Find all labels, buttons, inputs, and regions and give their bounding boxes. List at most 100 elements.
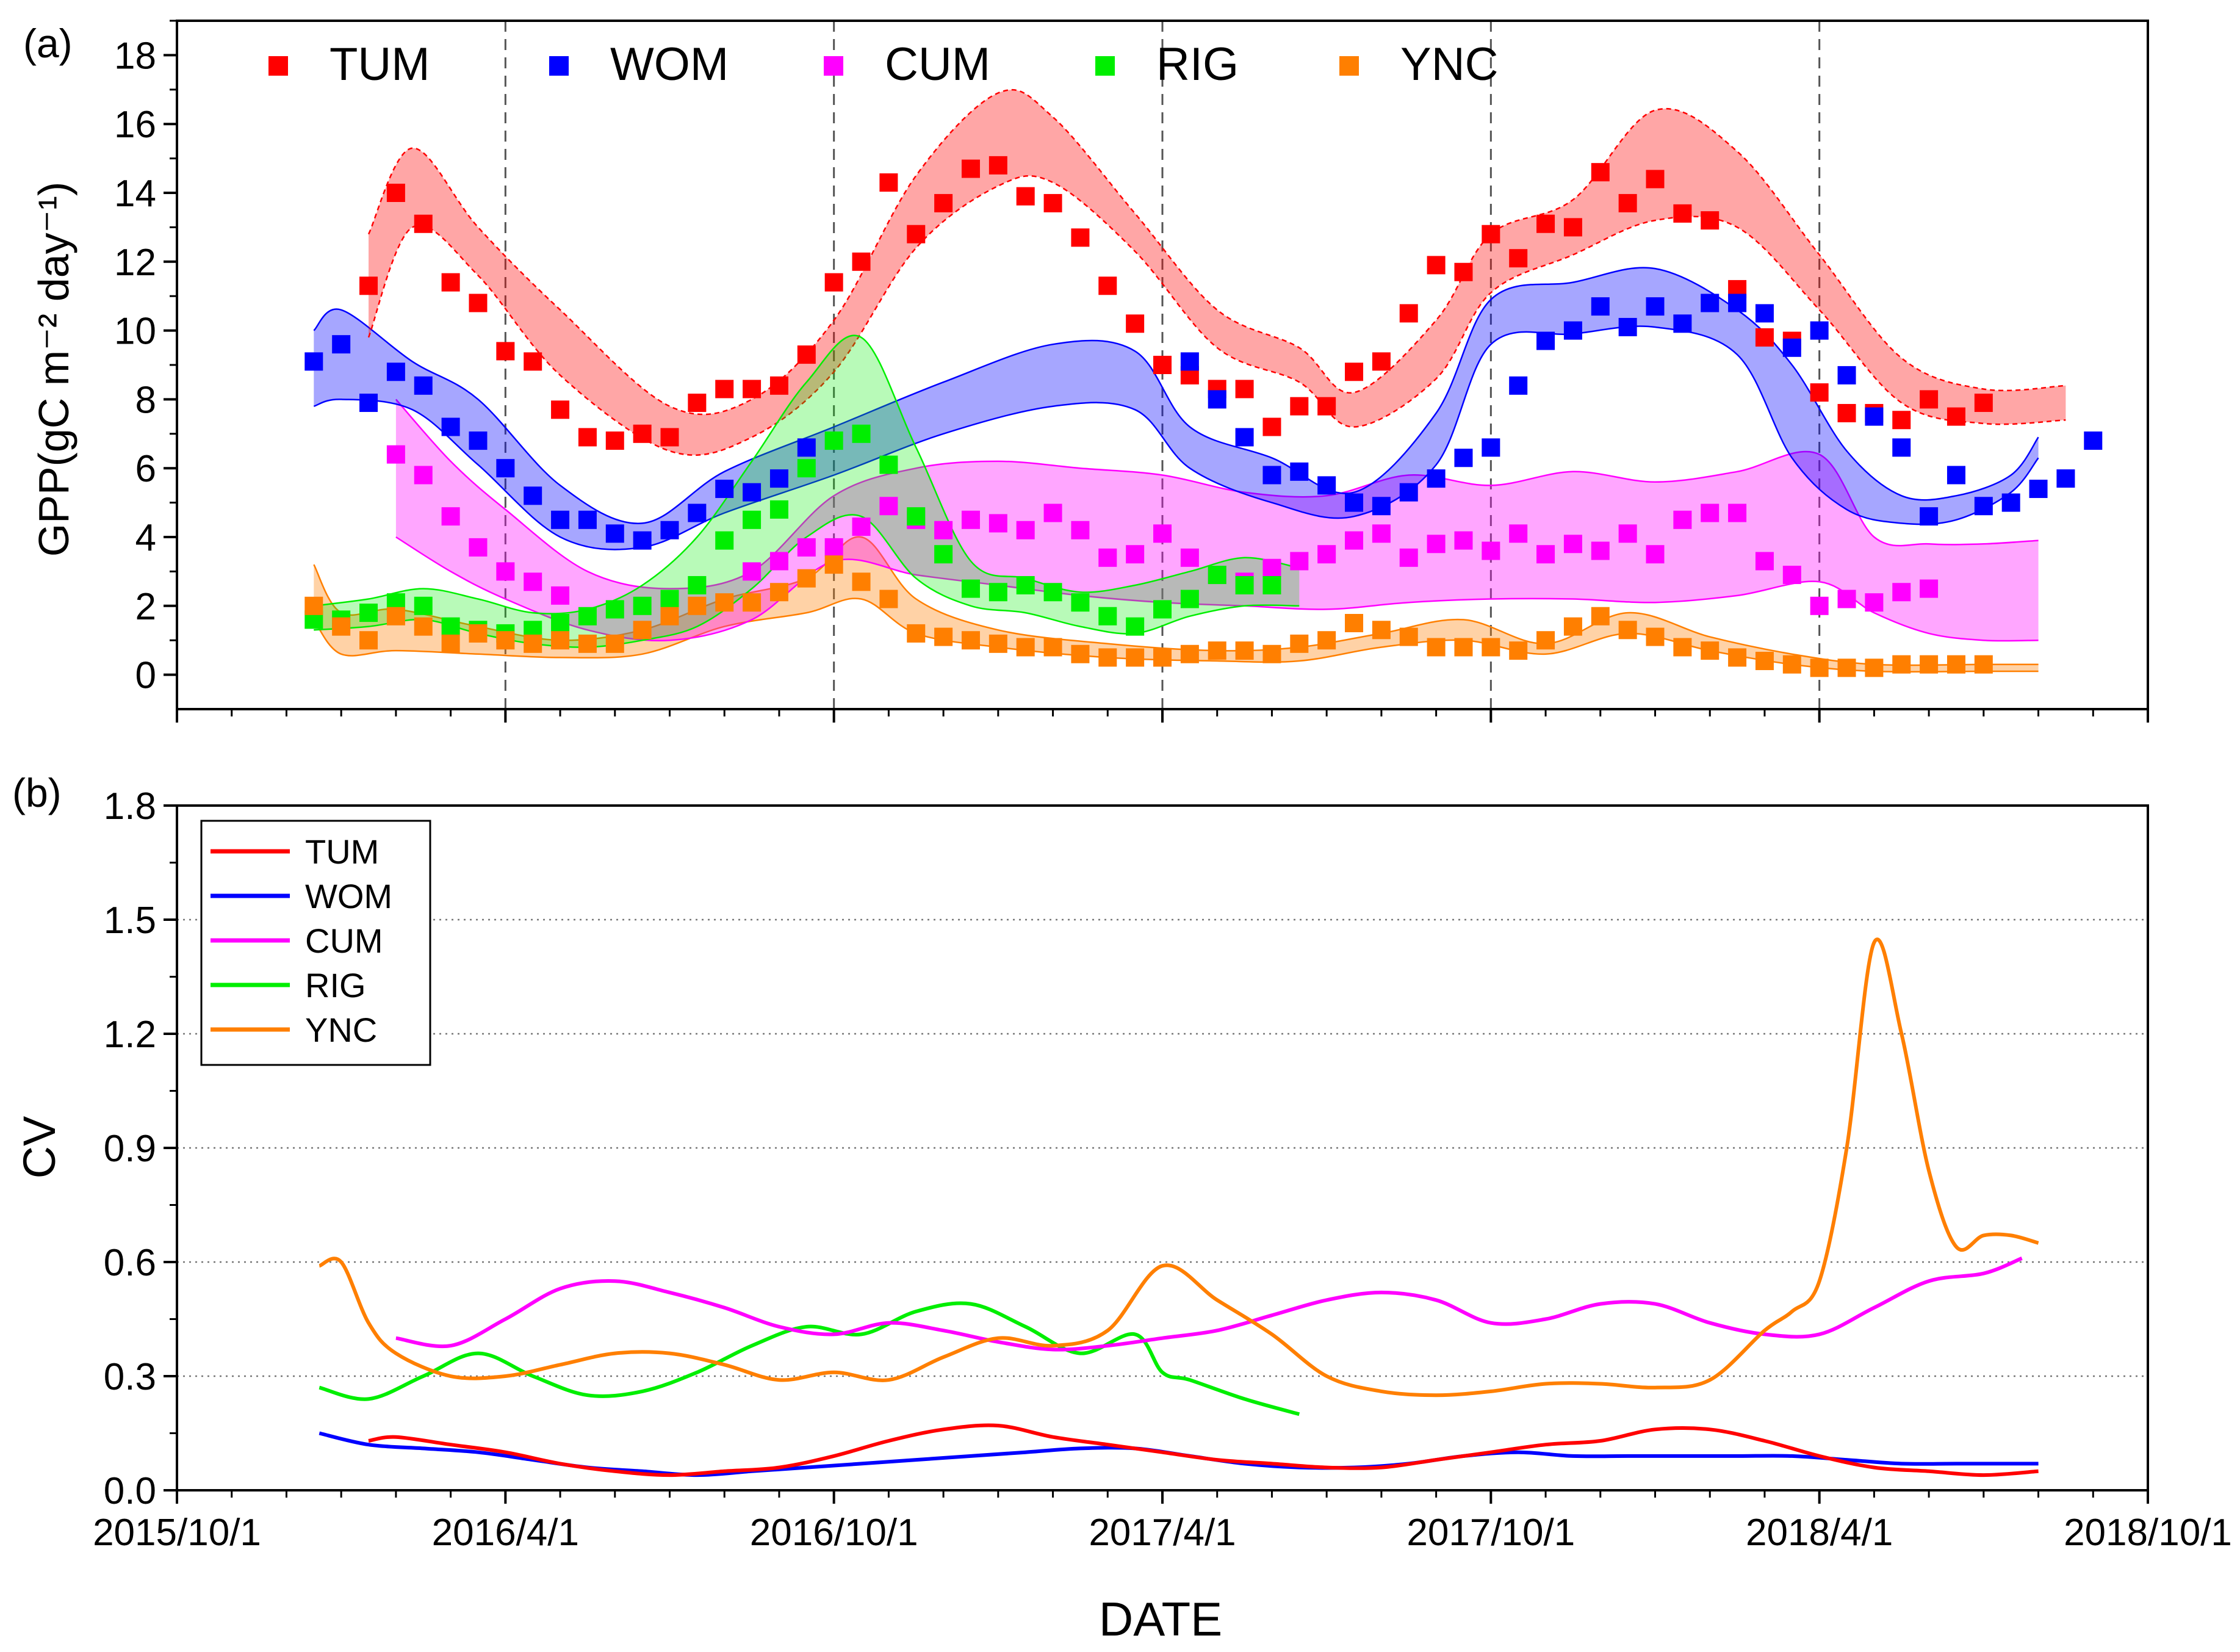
line-tum [368,1423,2039,1477]
point-tum [441,273,460,292]
point-wom [743,483,762,502]
point-tum [660,428,679,447]
point-cum [1646,545,1665,564]
point-wom [1673,314,1692,333]
point-cum [961,510,980,529]
point-cum [414,466,433,485]
point-cum [1536,545,1555,564]
point-tum [1427,256,1446,275]
point-rig [934,545,953,564]
point-rig [1180,590,1199,608]
point-ync [1153,648,1172,667]
x-tick-label: 2016/4/1 [432,1512,579,1554]
point-wom [2084,431,2103,450]
legend-marker-tum [268,56,288,76]
point-ync [769,583,788,602]
point-ync [633,621,652,640]
point-tum [1235,380,1254,399]
y-tick-label: 18 [114,35,156,77]
point-wom [1755,304,1774,323]
point-wom [1701,294,1720,312]
legend-label-wom: WOM [305,877,392,915]
point-cum [1043,503,1062,522]
band-wom [314,267,2039,550]
point-cum [524,572,542,591]
point-ync [1427,638,1446,657]
legend-label-tum: TUM [330,38,430,90]
point-rig [797,459,816,478]
point-cum [1509,524,1528,543]
x-tick-label: 2015/10/1 [93,1512,261,1554]
point-tum [769,376,788,395]
point-rig [359,604,378,622]
legend-entry-wom: WOM [549,38,729,90]
point-wom [2056,469,2075,488]
point-ync [1345,614,1364,632]
point-ync [1728,648,1747,667]
point-ync [660,607,679,626]
point-tum [469,294,488,312]
point-ync [852,572,871,591]
legend-entry-cum: CUM [824,38,990,90]
point-tum [578,428,597,447]
panel-a-data-points [304,156,2103,677]
point-cum [1180,548,1199,567]
point-ync [1016,638,1035,657]
panel-a-y-axis: 0 2 4 6 8 10 12 14 16 18 [114,20,177,697]
y-tick-label: 10 [114,311,156,353]
point-ync [359,631,378,650]
point-wom [386,363,405,381]
point-tum [1262,417,1281,436]
point-wom [1262,466,1281,485]
point-tum [1482,225,1500,243]
point-rig [688,575,707,594]
point-wom [605,524,624,543]
panel-b-chart: 0.00.30.60.91.21.51.8 2015/10/1 2016/4/1 2… [12,770,2232,1646]
point-ync [1810,658,1829,677]
point-tum [797,345,816,364]
point-wom [2001,493,2020,512]
point-wom [688,503,707,522]
panel-a-chart: 0 2 4 6 8 10 12 14 16 18 TUM WOM CUM RIG YNC (a) GPP(… [23,20,2149,723]
point-cum [824,538,843,557]
legend-label-ync: YNC [1400,38,1498,90]
point-ync [1920,655,1939,674]
point-tum [715,380,734,399]
y-tick-label: 1.8 [104,785,156,828]
point-rig [907,507,926,526]
point-tum [1591,163,1610,182]
point-tum [1098,276,1117,295]
point-wom [715,480,734,499]
point-rig [879,455,898,474]
y-tick-label: 6 [135,448,156,490]
point-ync [797,569,816,588]
point-wom [1563,321,1582,340]
point-ync [414,617,433,636]
point-wom [414,376,433,395]
point-wom [1920,507,1939,526]
point-wom [1946,466,1965,485]
point-rig [1208,566,1226,585]
point-ync [934,627,953,646]
legend-marker-rig [1095,56,1115,76]
point-rig [852,424,871,443]
legend-label-rig: RIG [305,966,366,1005]
point-cum [1126,545,1145,564]
point-ync [1399,627,1418,646]
x-tick-label: 2018/10/1 [2064,1512,2232,1554]
y-tick-label: 14 [114,173,156,215]
point-cum [1782,566,1801,585]
point-cum [441,507,460,526]
point-wom [441,417,460,436]
y-tick-label: 0.6 [104,1242,156,1284]
line-rig [319,1301,1300,1416]
point-wom [578,510,597,529]
point-ync [824,555,843,574]
point-ync [1837,658,1856,677]
point-ync [1071,644,1090,663]
point-rig [715,531,734,550]
point-rig [1262,575,1281,594]
legend-label-cum: CUM [885,38,990,90]
point-cum [769,552,788,571]
point-ync [961,631,980,650]
